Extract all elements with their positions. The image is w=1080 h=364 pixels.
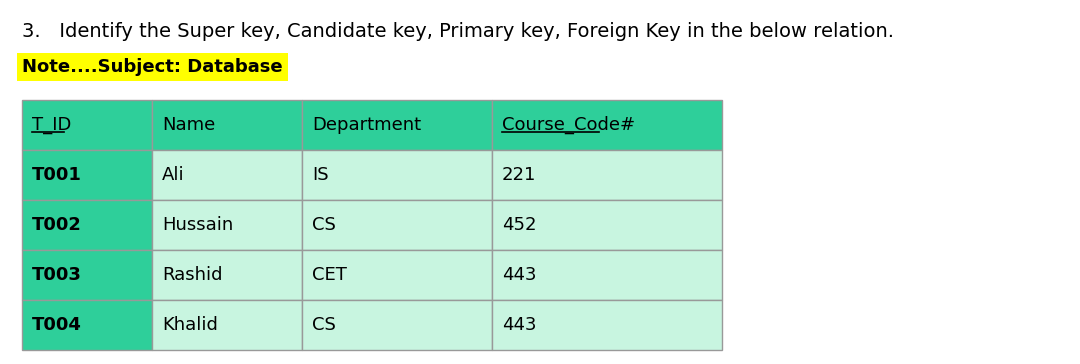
Text: T002: T002: [32, 216, 82, 234]
Bar: [22, 150, 152, 200]
Text: Department: Department: [312, 116, 421, 134]
Text: CS: CS: [312, 316, 336, 334]
Text: Rashid: Rashid: [162, 266, 222, 284]
Bar: [152, 100, 302, 150]
Bar: [22, 250, 152, 300]
Bar: [492, 250, 723, 300]
Text: CET: CET: [312, 266, 347, 284]
Text: T_ID: T_ID: [32, 116, 71, 134]
Text: 443: 443: [502, 266, 537, 284]
Text: Name: Name: [162, 116, 215, 134]
Bar: [152, 300, 302, 350]
Bar: [302, 200, 492, 250]
Bar: [302, 100, 492, 150]
Bar: [22, 200, 152, 250]
Text: Ali: Ali: [162, 166, 185, 184]
Bar: [492, 100, 723, 150]
Text: IS: IS: [312, 166, 328, 184]
Text: T004: T004: [32, 316, 82, 334]
Text: Khalid: Khalid: [162, 316, 218, 334]
Text: Hussain: Hussain: [162, 216, 233, 234]
Text: CS: CS: [312, 216, 336, 234]
Bar: [302, 150, 492, 200]
Bar: [22, 100, 152, 150]
Bar: [152, 200, 302, 250]
Text: T003: T003: [32, 266, 82, 284]
Text: T001: T001: [32, 166, 82, 184]
Bar: [492, 150, 723, 200]
Text: 221: 221: [502, 166, 537, 184]
Bar: [492, 200, 723, 250]
Text: Note....Subject: Database: Note....Subject: Database: [22, 58, 283, 76]
Bar: [152, 150, 302, 200]
Text: 3.   Identify the Super key, Candidate key, Primary key, Foreign Key in the belo: 3. Identify the Super key, Candidate key…: [22, 22, 894, 41]
Bar: [302, 300, 492, 350]
Bar: [492, 300, 723, 350]
Text: 443: 443: [502, 316, 537, 334]
Text: Course_Code#: Course_Code#: [502, 116, 635, 134]
Text: 452: 452: [502, 216, 537, 234]
Bar: [302, 250, 492, 300]
Bar: [152, 250, 302, 300]
Bar: [22, 300, 152, 350]
